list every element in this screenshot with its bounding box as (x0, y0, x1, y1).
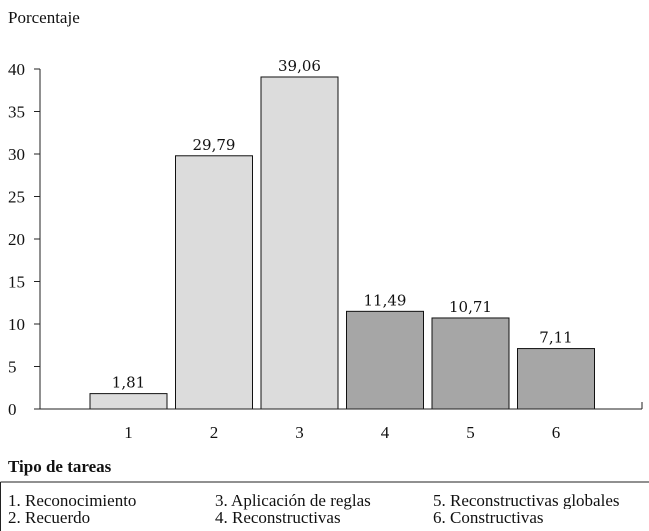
bar (346, 310, 424, 410)
bar (431, 317, 510, 410)
legend-item-2: 2. Recuerdo (8, 508, 91, 527)
x-tick-label: 2 (210, 423, 219, 442)
y-tick-label: 5 (8, 358, 17, 377)
x-tick-label: 6 (552, 423, 561, 442)
bar (175, 155, 253, 410)
y-tick-label: 0 (8, 400, 17, 419)
data-label: 10,71 (449, 298, 492, 316)
legend-item-5: 5. Reconstructivas globales (433, 492, 620, 509)
y-tick-label: 40 (8, 60, 25, 79)
x-axis: 1 2 3 4 5 6 (40, 402, 643, 442)
y-tick-label: 10 (8, 315, 25, 334)
y-axis: 0 5 10 15 20 25 30 35 40 (8, 60, 41, 419)
legend-item-1: 1. Reconocimiento (8, 491, 137, 510)
legend-item-3: 3. Aplicación de reglas (215, 491, 371, 510)
x-tick-label: 5 (466, 423, 475, 442)
data-label: 7,11 (539, 329, 572, 347)
y-tick-label: 30 (8, 145, 25, 164)
legend-item-4: 4. Reconstructivas (215, 508, 341, 527)
y-tick-label: 35 (8, 103, 25, 122)
data-label: 11,49 (364, 291, 407, 309)
x-axis-title: Tipo de tareas (8, 457, 112, 476)
data-label: 1,81 (112, 374, 145, 392)
data-label: 29,79 (193, 136, 236, 154)
data-label: 39,06 (278, 57, 321, 75)
legend-frame (0, 481, 649, 531)
y-tick-label: 25 (8, 188, 25, 207)
legend-item-6: 6. Constructivas (433, 508, 544, 527)
y-tick-label: 20 (8, 230, 25, 249)
y-tick-label: 15 (8, 273, 25, 292)
legend: 1. Reconocimiento 2. Recuerdo 3. Aplicac… (0, 479, 649, 531)
bar (260, 76, 339, 410)
bar (517, 348, 595, 410)
x-tick-label: 4 (381, 423, 390, 442)
x-tick-label: 1 (124, 423, 133, 442)
y-axis-title: Porcentaje (8, 8, 80, 27)
bars: 1,81 29,79 39,06 11,49 10,71 7,11 (89, 57, 595, 410)
x-tick-label: 3 (295, 423, 304, 442)
bar (89, 393, 168, 410)
